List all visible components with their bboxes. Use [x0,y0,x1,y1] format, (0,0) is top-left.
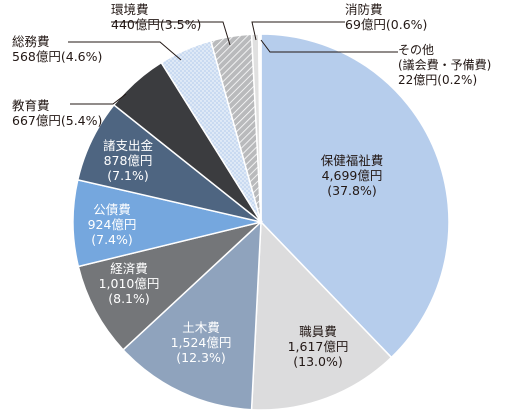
slice-label-name: 土木費 [182,320,220,335]
slice-label-percent: (13.0%) [293,354,342,369]
leader-line-6 [70,93,127,105]
pie-slice-10 [257,33,262,223]
slice-label-name: 教育費 [12,98,50,113]
leader-line-7 [68,41,182,61]
slice-label-4: 公債費 924億円(7.4%) [88,202,137,247]
slice-label-percent: (37.8%) [327,183,376,198]
slice-label-name: (議会費・予備費) [398,57,491,72]
slice-label-10: その他(議会費・予備費) 22億円(0.2%) [398,43,491,87]
slice-label-percent: (7.4%) [91,232,133,247]
slice-label-amount: 4,699億円 [322,168,383,183]
slice-label-3: 経済費 1,010億円(8.1%) [99,261,160,306]
slice-label-amount-percent: 667億円(5.4%) [12,113,102,128]
pie-slice-1 [250,220,393,411]
slice-label-name: 経済費 [110,261,148,276]
slice-label-name: 消防費 [345,2,383,17]
slice-label-1: 職員費 1,617億円(13.0%) [288,324,349,369]
slice-label-amount-percent: 69億円(0.6%) [345,17,427,32]
slice-label-percent: (12.3%) [176,350,225,365]
leader-line-10 [260,39,398,53]
slice-label-7: 総務費 568億円(4.6%) [12,34,102,64]
slice-label-amount: 924億円 [88,217,137,232]
leader-line-8 [111,21,231,46]
slice-label-9: 消防費 69億円(0.6%) [345,2,427,32]
slice-label-percent: (7.1%) [107,168,149,183]
slice-label-amount: 1,617億円 [288,339,349,354]
slice-label-2: 土木費 1,524億円(12.3%) [171,320,232,365]
slice-label-name: 保健福祉費 [321,153,384,168]
pie-slice-3 [77,220,264,351]
slice-label-name: 職員費 [299,324,337,339]
pie-slice-0 [260,33,450,359]
slice-label-name: 環境費 [111,2,149,17]
slice-label-amount: 1,010億円 [99,276,160,291]
slice-label-0: 保健福祉費 4,699億円(37.8%) [321,153,384,198]
slice-label-amount: 1,524億円 [171,335,232,350]
slice-label-8: 環境費 440億円(3.5%) [111,2,201,32]
slice-label-name: 諸支出金 [103,138,154,153]
slice-label-percent: (8.1%) [108,291,150,306]
pie-slices [72,33,450,411]
leader-line-9 [251,21,345,41]
slice-label-name: 公債費 [93,202,131,217]
slice-label-amount: 878億円 [104,153,153,168]
slice-label-name: 総務費 [12,34,50,49]
slice-label-5: 諸支出金 878億円(7.1%) [103,138,154,183]
slice-label-name: その他 [398,43,434,57]
slice-label-6: 教育費 667億円(5.4%) [12,98,102,128]
slice-label-amount-percent: 22億円(0.2%) [398,73,477,87]
leader-lines [68,21,398,105]
slice-labels: 保健福祉費 4,699億円(37.8%)職員費 1,617億円(13.0%)土木費 1… [12,2,491,369]
slice-label-amount-percent: 440億円(3.5%) [111,17,201,32]
pie-slice-2 [122,220,262,411]
slice-label-amount-percent: 568億円(4.6%) [12,49,102,64]
